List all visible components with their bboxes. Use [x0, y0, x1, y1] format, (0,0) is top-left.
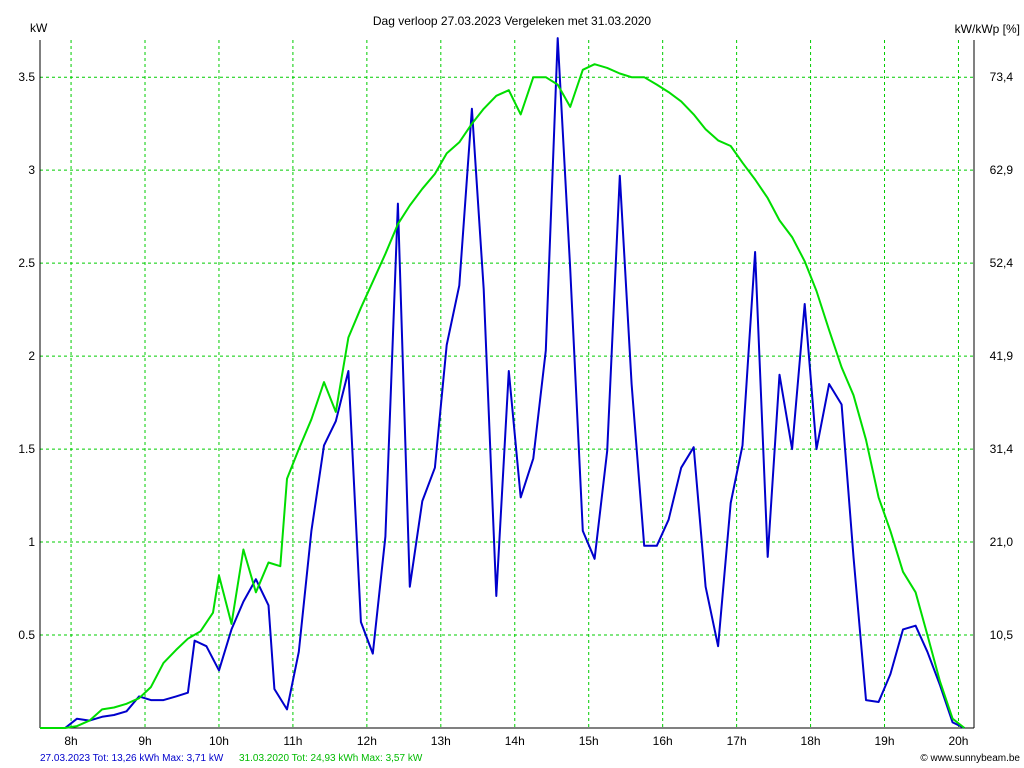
x-tick-label: 16h: [653, 734, 673, 748]
x-tick-label: 20h: [948, 734, 968, 748]
x-tick-label: 8h: [64, 734, 77, 748]
y-tick-label: 3: [28, 163, 35, 177]
y-tick-label: 2.5: [18, 256, 35, 270]
y-tick-label: 1.5: [18, 442, 35, 456]
y-tick-label: 3.5: [18, 70, 35, 84]
y2-tick-label: 41,9: [990, 349, 1014, 363]
series-line-2: [40, 63, 966, 729]
x-tick-label: 11h: [283, 734, 302, 748]
plot-area: [40, 40, 974, 728]
x-tick-label: 9h: [138, 734, 151, 748]
legend-series-2: 31.03.2020 Tot: 24,93 kWh Max: 3,57 kW: [239, 753, 423, 764]
x-tick-label: 15h: [579, 734, 599, 748]
y-tick-label: 0.5: [18, 628, 35, 642]
y2-tick-label: 52,4: [990, 256, 1014, 270]
x-tick-label: 19h: [875, 734, 895, 748]
y-tick-label: 2: [28, 349, 35, 363]
series-line-1: [40, 37, 965, 729]
x-tick-label: 13h: [431, 734, 451, 748]
x-tick-label: 12h: [357, 734, 377, 748]
left-axis-label: kW: [30, 21, 48, 35]
y2-tick-label: 10,5: [990, 628, 1014, 642]
series-layer: [40, 37, 966, 729]
copyright-text: © www.sunnybeam.be: [920, 753, 1020, 764]
legend-series-1: 27.03.2023 Tot: 13,26 kWh Max: 3,71 kW: [40, 753, 224, 764]
chart-title: Dag verloop 27.03.2023 Vergeleken met 31…: [373, 14, 652, 28]
y-tick-label: 1: [28, 535, 35, 549]
x-tick-label: 17h: [727, 734, 747, 748]
y2-tick-label: 73,4: [990, 70, 1014, 84]
y2-tick-label: 62,9: [990, 163, 1014, 177]
y2-tick-label: 31,4: [990, 442, 1014, 456]
x-tick-label: 10h: [209, 734, 229, 748]
tick-labels: 8h 9h 10h 11h 12h 13h 14h 15h 16h 17h 18h 19h 20h 0.5…: [18, 70, 1013, 748]
x-tick-label: 14h: [505, 734, 525, 748]
y2-tick-label: 21,0: [990, 535, 1014, 549]
right-axis-label: kW/kWp [%]: [955, 22, 1020, 36]
x-tick-label: 18h: [801, 734, 821, 748]
